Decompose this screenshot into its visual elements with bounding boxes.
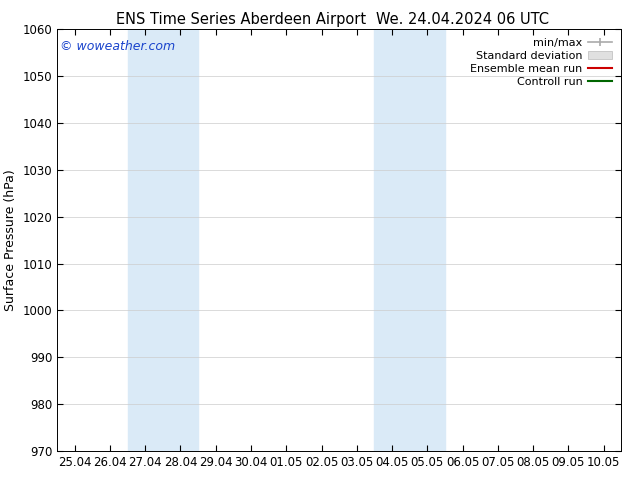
Y-axis label: Surface Pressure (hPa): Surface Pressure (hPa) xyxy=(4,169,17,311)
Legend: min/max, Standard deviation, Ensemble mean run, Controll run: min/max, Standard deviation, Ensemble me… xyxy=(467,35,616,90)
Text: ENS Time Series Aberdeen Airport: ENS Time Series Aberdeen Airport xyxy=(116,12,366,27)
Bar xyxy=(375,29,445,451)
Bar xyxy=(127,29,198,451)
Text: We. 24.04.2024 06 UTC: We. 24.04.2024 06 UTC xyxy=(377,12,549,27)
Text: © woweather.com: © woweather.com xyxy=(60,40,175,53)
